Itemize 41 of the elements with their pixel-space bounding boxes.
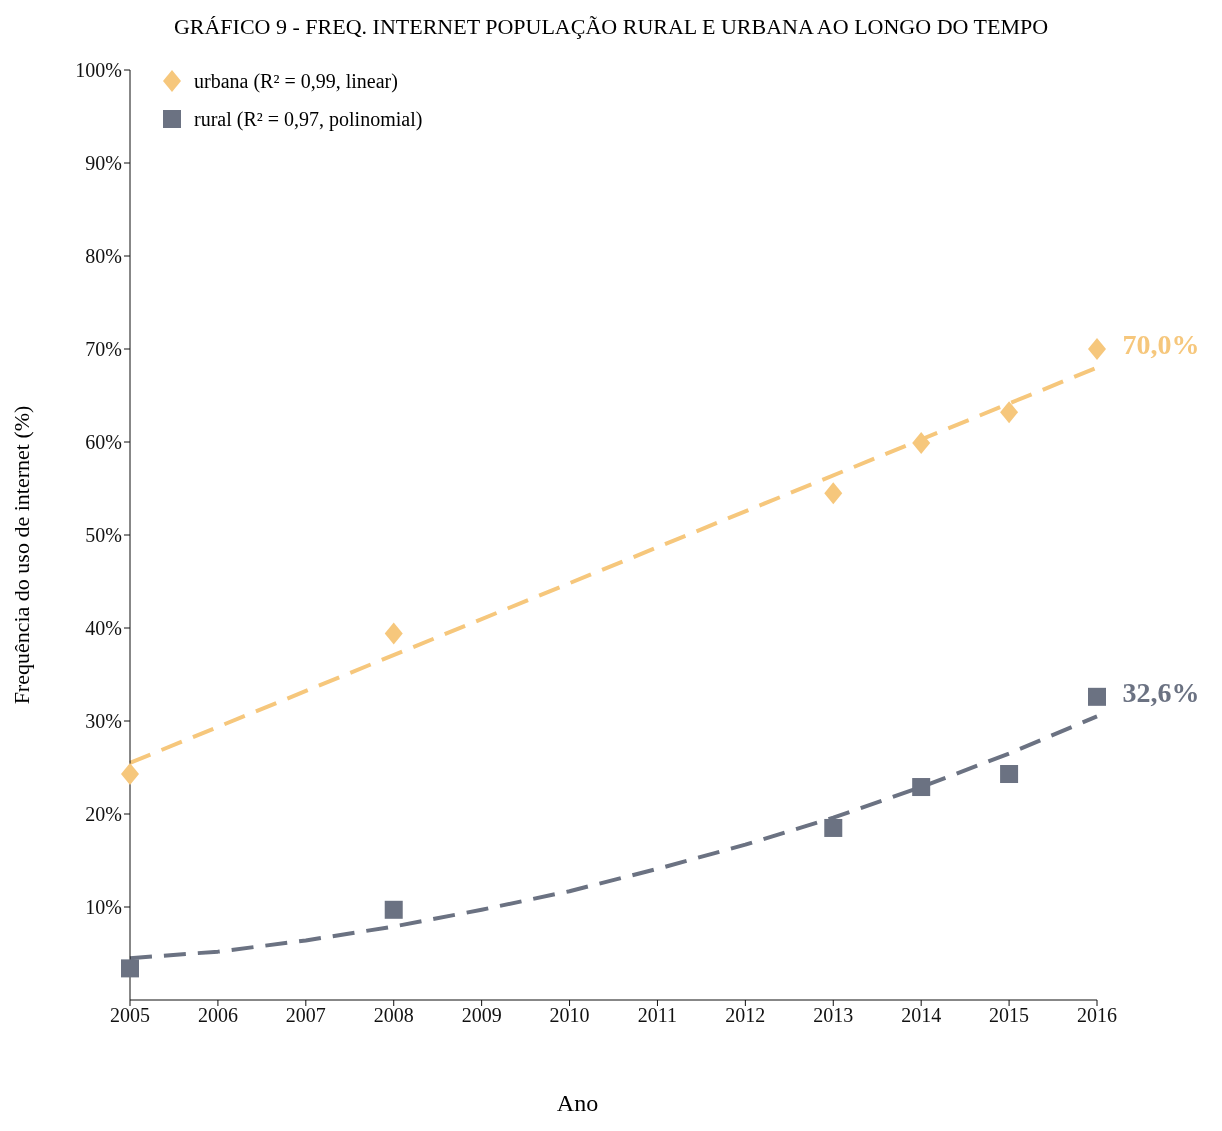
y-tick-label: 60%	[85, 431, 122, 454]
x-tick-label: 2014	[901, 1004, 942, 1027]
x-tick-label: 2013	[813, 1004, 854, 1027]
y-tick-label: 100%	[75, 59, 122, 82]
point	[1000, 765, 1019, 784]
legend-label: rural (R² = 0,97, polinomial)	[194, 107, 423, 131]
point	[912, 778, 931, 797]
legend-label: urbana (R² = 0,99, linear)	[194, 69, 398, 93]
y-tick-label: 20%	[85, 803, 122, 826]
y-tick-label: 90%	[85, 152, 122, 175]
x-tick-label: 2012	[725, 1004, 766, 1027]
data-label: 32,6%	[1122, 677, 1200, 709]
point	[1000, 401, 1019, 424]
x-tick-label: 2006	[197, 1004, 238, 1027]
point	[824, 818, 843, 837]
x-tick-label: 2008	[373, 1004, 414, 1027]
x-tick-label: 2015	[989, 1004, 1030, 1027]
point	[1088, 687, 1106, 706]
y-tick-label: 30%	[85, 710, 122, 733]
chart-title: GRÁFICO 9 - FREQ. INTERNET POPULAÇÃO RURAL E URBANA AO LONGO DO TEMPO	[172, 14, 1050, 40]
x-tick-label: 2011	[637, 1004, 678, 1027]
y-tick-label: 50%	[85, 524, 122, 547]
x-axis-title: Ano	[555, 1090, 600, 1117]
y-tick-label: 10%	[85, 896, 122, 919]
point	[121, 959, 139, 978]
y-tick-label: 40%	[85, 617, 122, 640]
data-label: 70,0%	[1122, 329, 1200, 361]
y-axis-title: Frequência do uso de internet (%)	[9, 405, 35, 705]
x-tick-label: 2010	[549, 1004, 590, 1027]
point	[1088, 338, 1106, 360]
point	[912, 431, 931, 454]
point	[824, 482, 843, 505]
y-tick-label: 80%	[85, 245, 122, 268]
x-tick-label: 2005	[110, 1004, 150, 1027]
x-tick-label: 2016	[1077, 1004, 1117, 1027]
point	[384, 622, 403, 645]
point	[384, 900, 403, 919]
point	[121, 763, 139, 786]
y-tick-label: 70%	[85, 338, 122, 361]
x-tick-label: 2007	[285, 1004, 326, 1027]
x-tick-label: 2009	[461, 1004, 502, 1027]
